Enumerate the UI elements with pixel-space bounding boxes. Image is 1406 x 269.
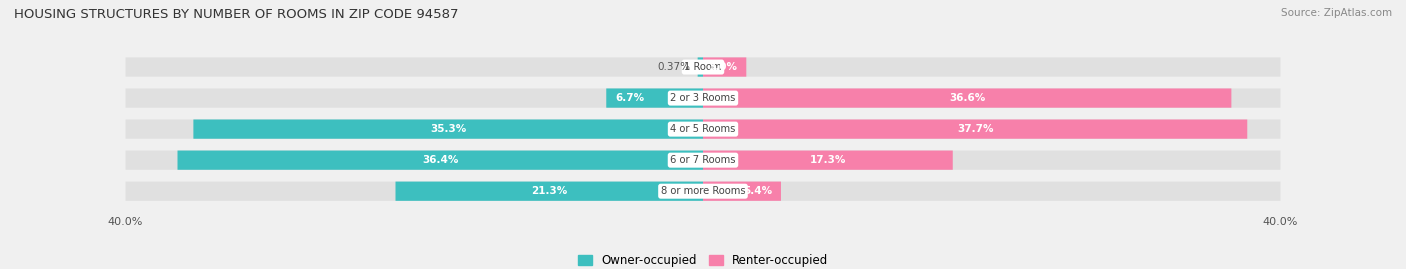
FancyBboxPatch shape <box>703 57 1281 77</box>
Text: 2 or 3 Rooms: 2 or 3 Rooms <box>671 93 735 103</box>
FancyBboxPatch shape <box>177 151 703 170</box>
Text: 37.7%: 37.7% <box>957 124 994 134</box>
Text: 36.4%: 36.4% <box>422 155 458 165</box>
FancyBboxPatch shape <box>125 57 703 77</box>
FancyBboxPatch shape <box>703 119 1247 139</box>
FancyBboxPatch shape <box>703 89 1232 108</box>
Text: 1 Room: 1 Room <box>685 62 721 72</box>
FancyBboxPatch shape <box>703 182 780 201</box>
Text: 6.7%: 6.7% <box>614 93 644 103</box>
Text: 36.6%: 36.6% <box>949 93 986 103</box>
FancyBboxPatch shape <box>125 182 703 201</box>
Text: Source: ZipAtlas.com: Source: ZipAtlas.com <box>1281 8 1392 18</box>
FancyBboxPatch shape <box>125 119 703 139</box>
Text: 6 or 7 Rooms: 6 or 7 Rooms <box>671 155 735 165</box>
FancyBboxPatch shape <box>606 89 703 108</box>
Text: 4 or 5 Rooms: 4 or 5 Rooms <box>671 124 735 134</box>
Legend: Owner-occupied, Renter-occupied: Owner-occupied, Renter-occupied <box>572 249 834 269</box>
Text: 8 or more Rooms: 8 or more Rooms <box>661 186 745 196</box>
Text: 35.3%: 35.3% <box>430 124 467 134</box>
FancyBboxPatch shape <box>703 151 953 170</box>
FancyBboxPatch shape <box>703 182 1281 201</box>
Text: 5.4%: 5.4% <box>744 186 772 196</box>
FancyBboxPatch shape <box>125 151 703 170</box>
FancyBboxPatch shape <box>703 89 1281 108</box>
FancyBboxPatch shape <box>194 119 703 139</box>
FancyBboxPatch shape <box>395 182 703 201</box>
Text: 17.3%: 17.3% <box>810 155 846 165</box>
Text: 3.0%: 3.0% <box>709 62 738 72</box>
Text: HOUSING STRUCTURES BY NUMBER OF ROOMS IN ZIP CODE 94587: HOUSING STRUCTURES BY NUMBER OF ROOMS IN… <box>14 8 458 21</box>
FancyBboxPatch shape <box>703 151 1281 170</box>
Text: 0.37%: 0.37% <box>658 62 690 72</box>
Text: 21.3%: 21.3% <box>531 186 568 196</box>
FancyBboxPatch shape <box>697 57 703 77</box>
FancyBboxPatch shape <box>703 119 1281 139</box>
FancyBboxPatch shape <box>703 57 747 77</box>
FancyBboxPatch shape <box>125 89 703 108</box>
